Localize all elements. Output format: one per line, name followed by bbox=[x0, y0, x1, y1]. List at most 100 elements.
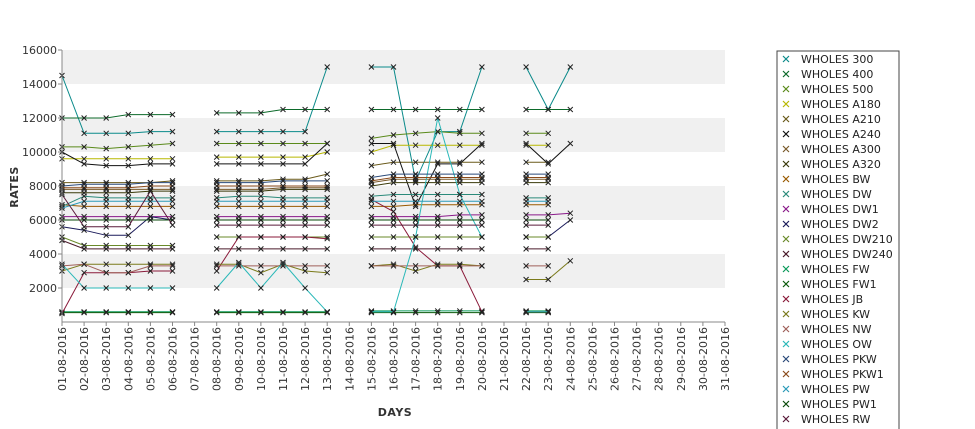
data-point-marker bbox=[302, 203, 308, 210]
data-point-marker bbox=[125, 162, 132, 169]
data-point-marker bbox=[523, 217, 529, 223]
data-point-marker bbox=[169, 263, 176, 269]
data-point-marker bbox=[81, 217, 87, 223]
data-point-marker bbox=[213, 309, 220, 316]
data-point-marker bbox=[258, 193, 264, 200]
legend-marker bbox=[782, 295, 790, 303]
legend-label: WHOLES 500 bbox=[801, 83, 873, 96]
data-point-marker bbox=[390, 234, 397, 240]
y-tick-label: 8000 bbox=[29, 180, 57, 193]
series-line bbox=[62, 114, 173, 119]
data-point-marker bbox=[434, 309, 441, 316]
x-tick-label: 20-08-2016 bbox=[476, 327, 489, 391]
data-point-marker bbox=[258, 161, 264, 167]
legend-item: WHOLES DW1 bbox=[782, 203, 879, 216]
series-line bbox=[61, 263, 173, 289]
data-point-marker bbox=[456, 161, 463, 167]
data-point-marker bbox=[235, 246, 242, 252]
data-point-marker bbox=[545, 159, 552, 166]
series-group bbox=[59, 188, 552, 230]
data-point-marker bbox=[103, 308, 110, 315]
data-point-marker bbox=[545, 309, 552, 316]
series-line bbox=[371, 263, 482, 272]
series-line bbox=[61, 190, 173, 228]
data-point-marker bbox=[545, 212, 552, 218]
data-point-marker bbox=[169, 155, 176, 162]
data-point-marker bbox=[169, 111, 176, 118]
data-point-marker bbox=[103, 246, 110, 252]
data-point-marker bbox=[302, 285, 308, 291]
data-point-marker bbox=[434, 234, 441, 240]
data-point-marker bbox=[81, 155, 87, 162]
legend-item: WHOLES FW1 bbox=[782, 278, 877, 291]
data-point-marker bbox=[390, 263, 397, 269]
x-tick-label: 24-08-2016 bbox=[564, 327, 577, 391]
series-line bbox=[61, 200, 173, 209]
legend-marker bbox=[782, 310, 790, 318]
data-point-marker bbox=[479, 309, 485, 316]
legend-marker bbox=[782, 130, 790, 138]
legend-label: WHOLES A210 bbox=[801, 113, 881, 126]
data-point-marker bbox=[324, 64, 331, 70]
data-point-marker bbox=[523, 308, 529, 315]
x-tick-label: 28-08-2016 bbox=[653, 327, 666, 391]
series-line bbox=[61, 195, 173, 207]
series-group bbox=[59, 174, 552, 191]
data-point-marker bbox=[235, 188, 242, 194]
data-point-marker bbox=[456, 217, 463, 223]
legend-label: WHOLES 400 bbox=[801, 68, 873, 81]
data-point-marker bbox=[302, 246, 308, 252]
data-point-marker bbox=[213, 161, 220, 167]
data-point-marker bbox=[324, 308, 331, 315]
data-point-marker bbox=[169, 198, 176, 205]
x-tick-label: 01-08-2016 bbox=[56, 327, 69, 391]
legend-marker bbox=[782, 100, 790, 108]
data-point-marker bbox=[147, 246, 154, 252]
data-point-marker bbox=[434, 263, 441, 269]
data-point-marker bbox=[302, 106, 308, 113]
data-point-marker bbox=[258, 217, 264, 223]
legend-label: WHOLES DW240 bbox=[801, 248, 893, 261]
data-point-marker bbox=[169, 268, 176, 274]
data-point-marker bbox=[412, 246, 419, 252]
data-point-marker bbox=[434, 222, 441, 228]
data-point-marker bbox=[412, 142, 419, 149]
legend-item: WHOLES JB bbox=[782, 293, 863, 306]
data-point-marker bbox=[479, 217, 485, 223]
legend-item: WHOLES OW bbox=[782, 338, 872, 351]
x-tick-label: 31-08-2016 bbox=[719, 327, 732, 391]
data-point-marker bbox=[324, 198, 331, 205]
data-point-marker bbox=[368, 162, 375, 169]
legend-marker bbox=[782, 400, 790, 408]
data-point-marker bbox=[479, 263, 485, 269]
legend-marker bbox=[782, 70, 790, 78]
legend-label: WHOLES A320 bbox=[801, 158, 881, 171]
series-line bbox=[371, 173, 482, 178]
series-line bbox=[61, 204, 173, 207]
legend-label: WHOLES KW bbox=[801, 308, 870, 321]
data-point-marker bbox=[302, 309, 308, 316]
data-point-marker bbox=[479, 159, 485, 166]
x-tick-label: 18-08-2016 bbox=[432, 327, 445, 391]
data-point-marker bbox=[169, 161, 176, 167]
data-point-marker bbox=[125, 223, 132, 230]
data-point-marker bbox=[125, 203, 132, 210]
data-point-marker bbox=[456, 234, 463, 240]
legend-item: WHOLES NW bbox=[782, 323, 872, 336]
data-point-marker bbox=[324, 178, 331, 184]
data-point-marker bbox=[213, 234, 220, 240]
data-point-marker bbox=[390, 191, 397, 198]
series-line bbox=[371, 204, 482, 207]
data-point-marker bbox=[368, 140, 375, 147]
data-point-marker bbox=[302, 263, 308, 269]
data-point-marker bbox=[479, 222, 485, 228]
chart-legend: WHOLES 300 WHOLES 400 WHOLES 500 WHOLES A18… bbox=[776, 50, 900, 429]
data-point-marker bbox=[258, 263, 264, 269]
data-point-marker bbox=[280, 217, 286, 223]
data-point-marker bbox=[567, 64, 574, 70]
data-point-marker bbox=[302, 308, 308, 315]
series-line bbox=[216, 187, 328, 190]
data-point-marker bbox=[81, 223, 87, 230]
data-point-marker bbox=[479, 106, 485, 113]
data-point-marker bbox=[213, 263, 220, 269]
